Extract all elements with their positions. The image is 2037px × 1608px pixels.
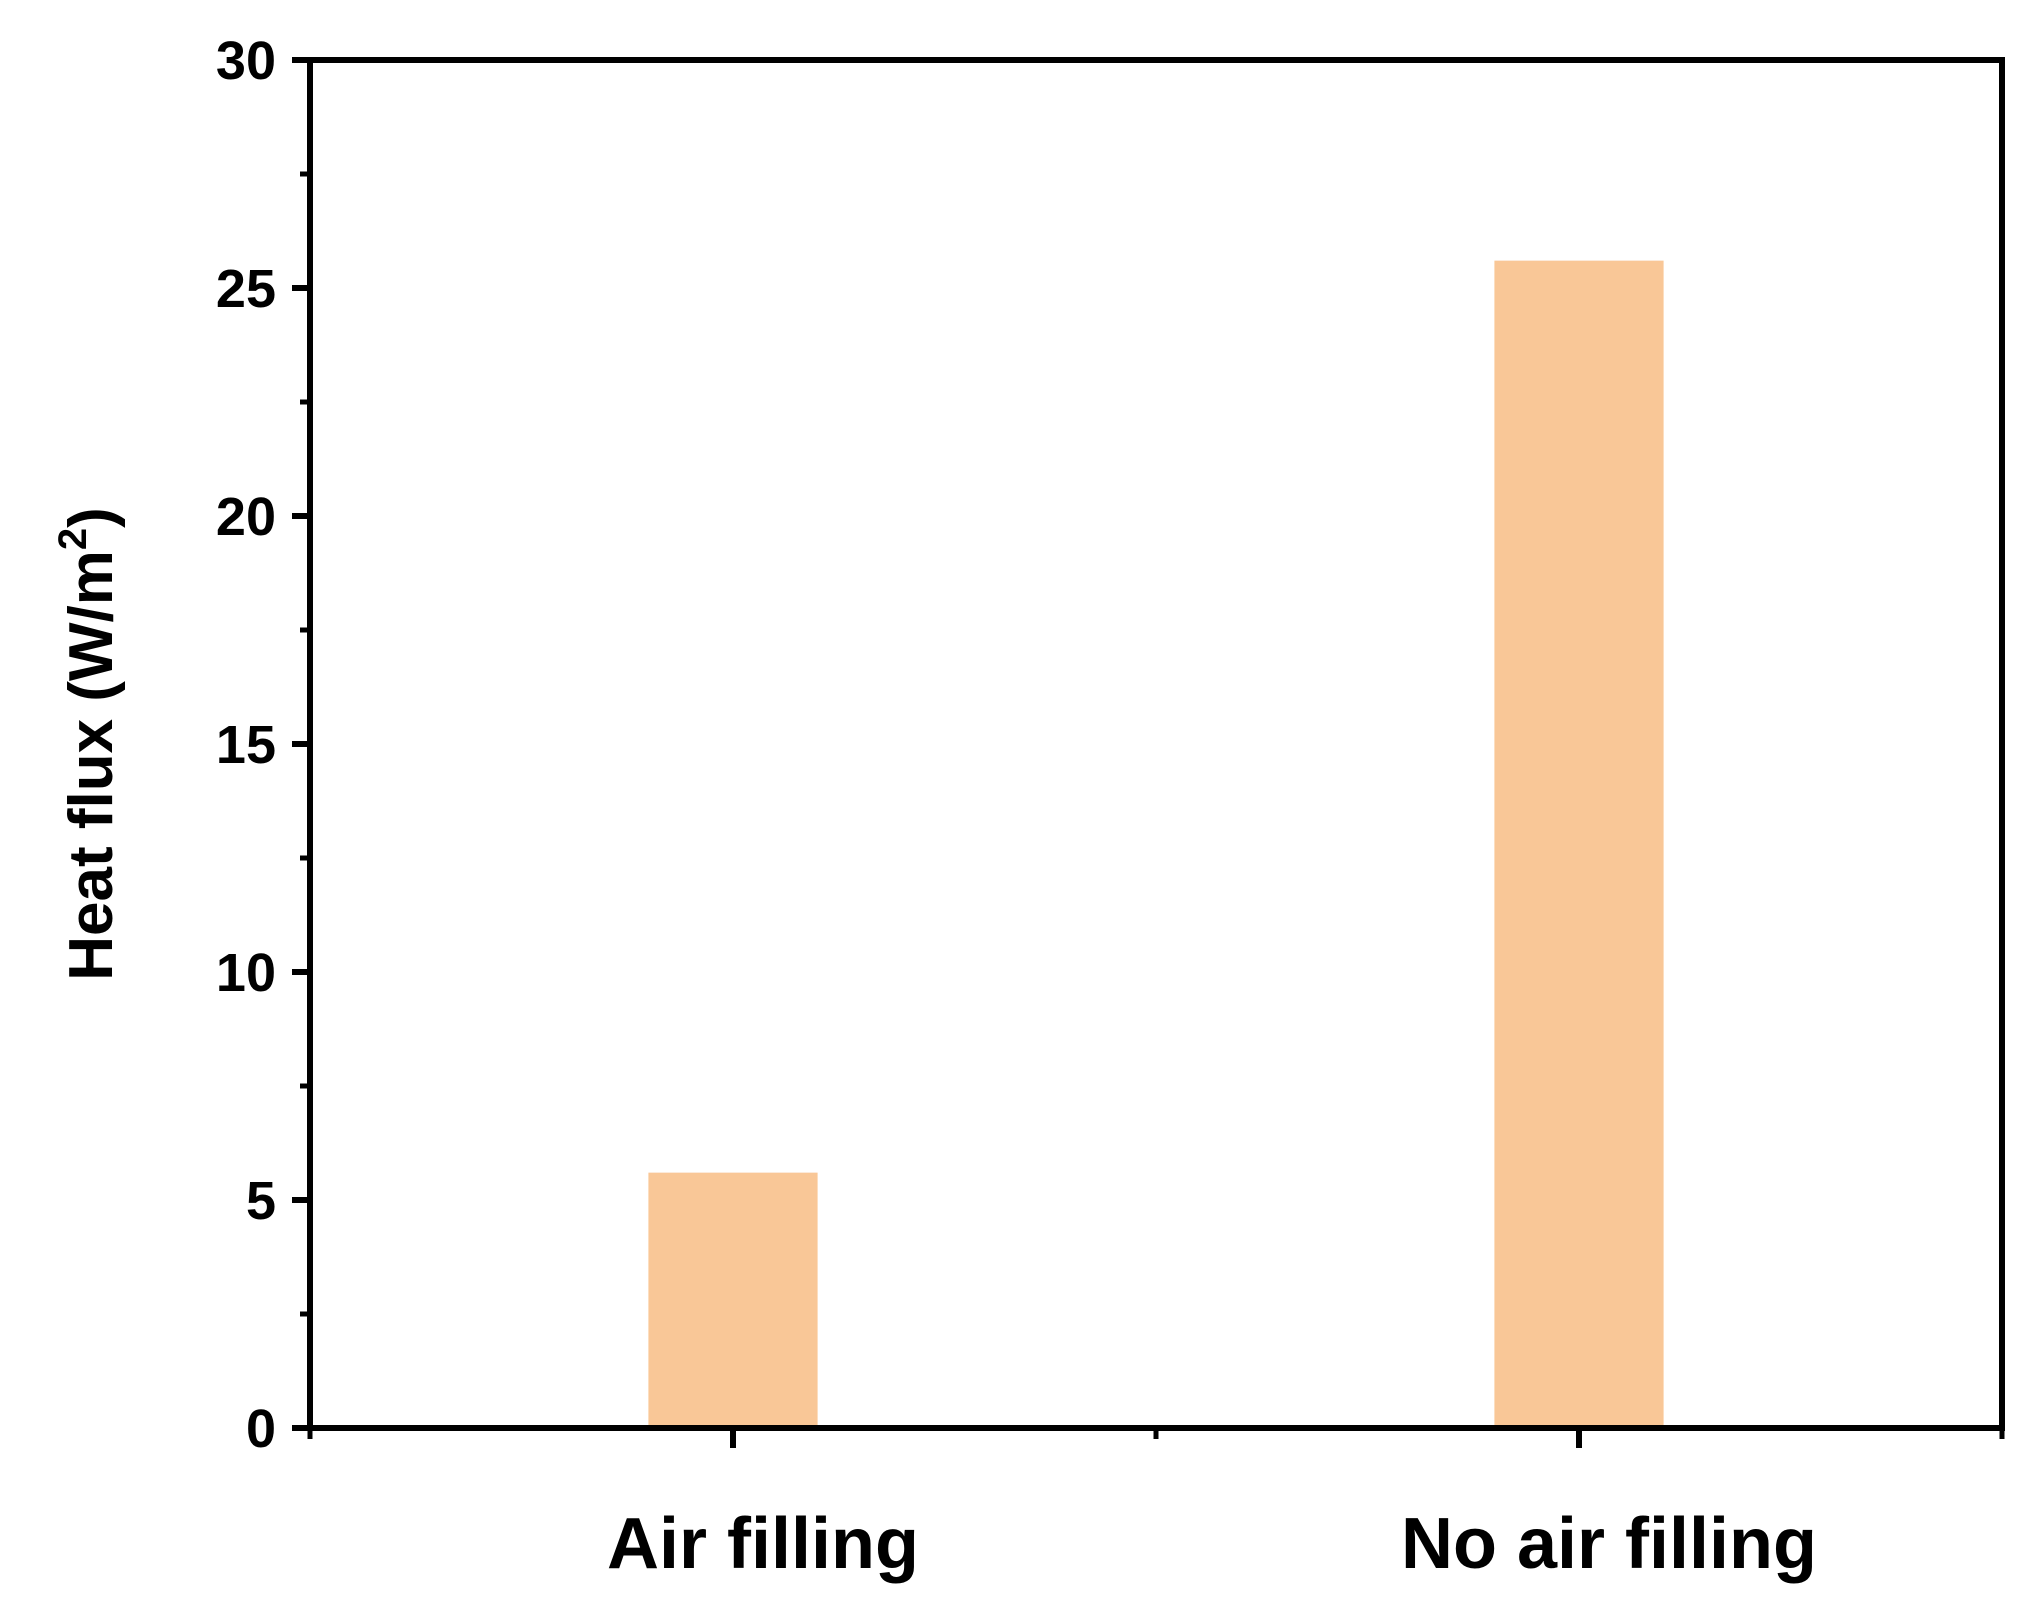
x-axis-ticks: Air filling No air filling [307,1428,2005,1584]
plot-frame [307,57,2005,1431]
y-tick-label: 5 [246,1171,276,1231]
y-tick-label: 15 [216,715,276,775]
y-tick-label: 20 [216,487,276,547]
y-axis-ticks: 0 5 10 15 20 25 30 [216,31,310,1459]
y-tick-label: 0 [246,1399,276,1459]
y-axis-title: Heat flux (W/m2) [51,507,126,981]
y-tick-label: 30 [216,31,276,91]
x-category-label: No air filling [1401,1504,1817,1584]
bar-0 [648,1172,818,1428]
bar-1 [1494,260,1664,1428]
y-tick-label: 10 [216,943,276,1003]
bars-group [648,260,1664,1428]
x-category-label: Air filling [607,1504,919,1584]
y-tick-label: 25 [216,259,276,319]
